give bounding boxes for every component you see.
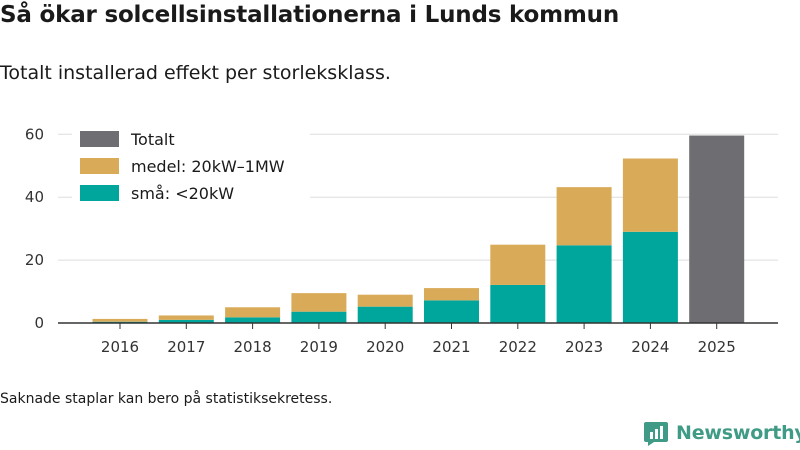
bar-medium-2018	[225, 307, 281, 318]
legend-swatch-medium	[80, 158, 119, 174]
x-tick-label: 2022	[499, 338, 537, 356]
footnote: Saknade staplar kan bero på statistiksek…	[0, 391, 333, 407]
x-tick-label: 2020	[366, 338, 404, 356]
x-tick-label: 2021	[432, 338, 470, 356]
bar-medium-2016	[92, 318, 148, 322]
bar-small-2024	[622, 231, 678, 323]
x-tick-label: 2017	[167, 338, 205, 356]
bar-small-2017	[158, 319, 214, 323]
chart-logo-icon	[644, 422, 668, 446]
x-tick-label: 2025	[698, 338, 736, 356]
bar-total-2025	[689, 135, 745, 323]
x-tick-label: 2024	[631, 338, 669, 356]
brand-name: Newsworthy	[676, 422, 800, 444]
bar-medium-2023	[556, 187, 612, 246]
x-tick-label: 2016	[101, 338, 139, 356]
x-tick-label: 2019	[300, 338, 338, 356]
x-tick-label: 2023	[565, 338, 603, 356]
chart-title: Så ökar solcellsinstallationerna i Lunds…	[0, 2, 619, 28]
legend-label: små: <20kW	[131, 184, 234, 203]
legend-label: medel: 20kW–1MW	[131, 157, 285, 176]
legend-label: Totalt	[130, 130, 175, 149]
legend-swatch-small	[80, 185, 119, 201]
newsworthy-logo: Newsworthy	[644, 419, 800, 447]
y-tick-label: 40	[25, 188, 44, 206]
bar-small-2019	[291, 311, 347, 323]
y-tick-label: 0	[34, 314, 44, 332]
bar-small-2021	[424, 300, 479, 323]
bar-medium-2019	[291, 293, 347, 312]
bar-small-2023	[556, 245, 612, 323]
x-tick-label: 2018	[234, 338, 272, 356]
y-tick-label: 60	[25, 125, 44, 143]
bar-medium-2020	[357, 294, 413, 307]
y-tick-label: 20	[25, 251, 44, 269]
legend: Totalt medel: 20kW–1MW små: <20kW	[72, 128, 310, 214]
bar-small-2018	[225, 317, 281, 323]
bar-medium-2021	[424, 288, 479, 301]
bar-small-2020	[357, 306, 413, 323]
bar-medium-2022	[490, 244, 546, 285]
bars	[92, 135, 745, 323]
chart-subtitle: Totalt installerad effekt per storlekskl…	[0, 62, 391, 84]
bar-medium-2017	[158, 315, 214, 320]
legend-swatch-total	[80, 131, 119, 147]
bar-medium-2024	[622, 158, 678, 232]
bar-small-2022	[490, 284, 546, 323]
axes: 0 20 40 60 2016 2017 2018 2019 2020 2021 2022 2023 2…	[25, 125, 778, 356]
